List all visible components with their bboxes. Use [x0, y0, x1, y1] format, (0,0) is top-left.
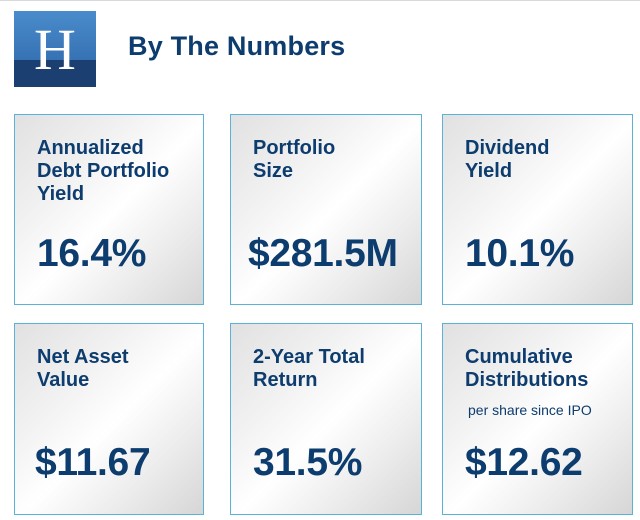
top-divider — [0, 0, 640, 1]
stat-value: 16.4% — [37, 232, 147, 275]
stat-card-total-return: 2-Year Total Return 31.5% — [230, 323, 422, 515]
stat-value: $11.67 — [35, 441, 151, 484]
stat-value: $281.5M — [248, 232, 398, 275]
stat-value: 10.1% — [465, 232, 575, 275]
stat-value: 31.5% — [253, 441, 363, 484]
stat-card-dividend-yield: Dividend Yield 10.1% — [442, 114, 633, 305]
page-title: By The Numbers — [128, 31, 346, 61]
stat-label: Dividend Yield — [465, 137, 550, 182]
stat-sublabel: per share since IPO — [468, 402, 592, 418]
stat-label: Portfolio Size — [253, 137, 336, 182]
stat-card-portfolio-size: Portfolio Size $281.5M — [230, 114, 422, 305]
stat-label: Net Asset Value — [37, 346, 129, 391]
company-logo: H — [14, 11, 96, 87]
stat-label: Cumulative Distributions — [465, 346, 589, 391]
stat-card-cumulative-distributions: Cumulative Distributions per share since… — [442, 323, 633, 515]
stat-card-debt-yield: Annualized Debt Portfolio Yield 16.4% — [14, 114, 204, 305]
logo-letter: H — [34, 17, 76, 82]
stat-value: $12.62 — [465, 441, 583, 484]
stat-label: Annualized Debt Portfolio Yield — [37, 137, 170, 205]
stat-label: 2-Year Total Return — [253, 346, 365, 391]
stat-card-nav: Net Asset Value $11.67 — [14, 323, 204, 515]
